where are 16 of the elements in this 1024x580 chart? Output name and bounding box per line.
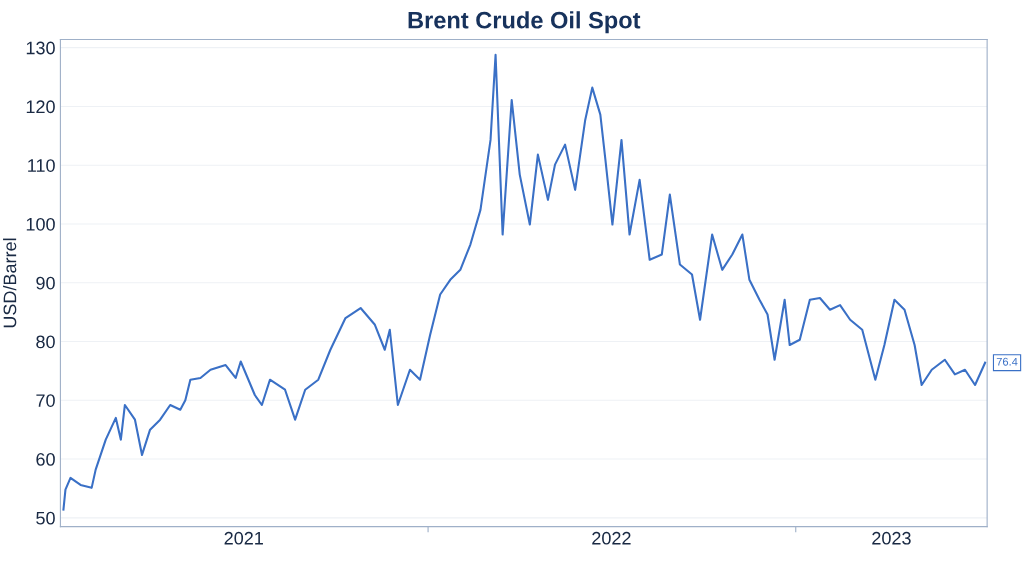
y-tick-label: 110	[28, 159, 55, 172]
y-tick-label: 50	[36, 511, 55, 525]
y-tick-label: 100	[26, 217, 55, 231]
line-series	[62, 53, 987, 511]
x-tick-label: 2023	[872, 531, 911, 545]
annotation: 76.4	[996, 357, 1018, 366]
y-tick-label: 130	[26, 41, 55, 55]
y-tick-label: 60	[36, 452, 55, 466]
x-tick-label: 2022	[592, 531, 631, 545]
x-tick-label: 2021	[224, 531, 263, 545]
y-tick-label: 80	[36, 335, 55, 349]
y-axis-title: USD/Barrel	[3, 238, 17, 328]
y-tick-label: 70	[36, 394, 55, 408]
chart-title: Brent Crude Oil Spot	[408, 11, 641, 34]
y-tick-label: 90	[36, 276, 55, 290]
y-tick-label: 120	[26, 100, 55, 114]
